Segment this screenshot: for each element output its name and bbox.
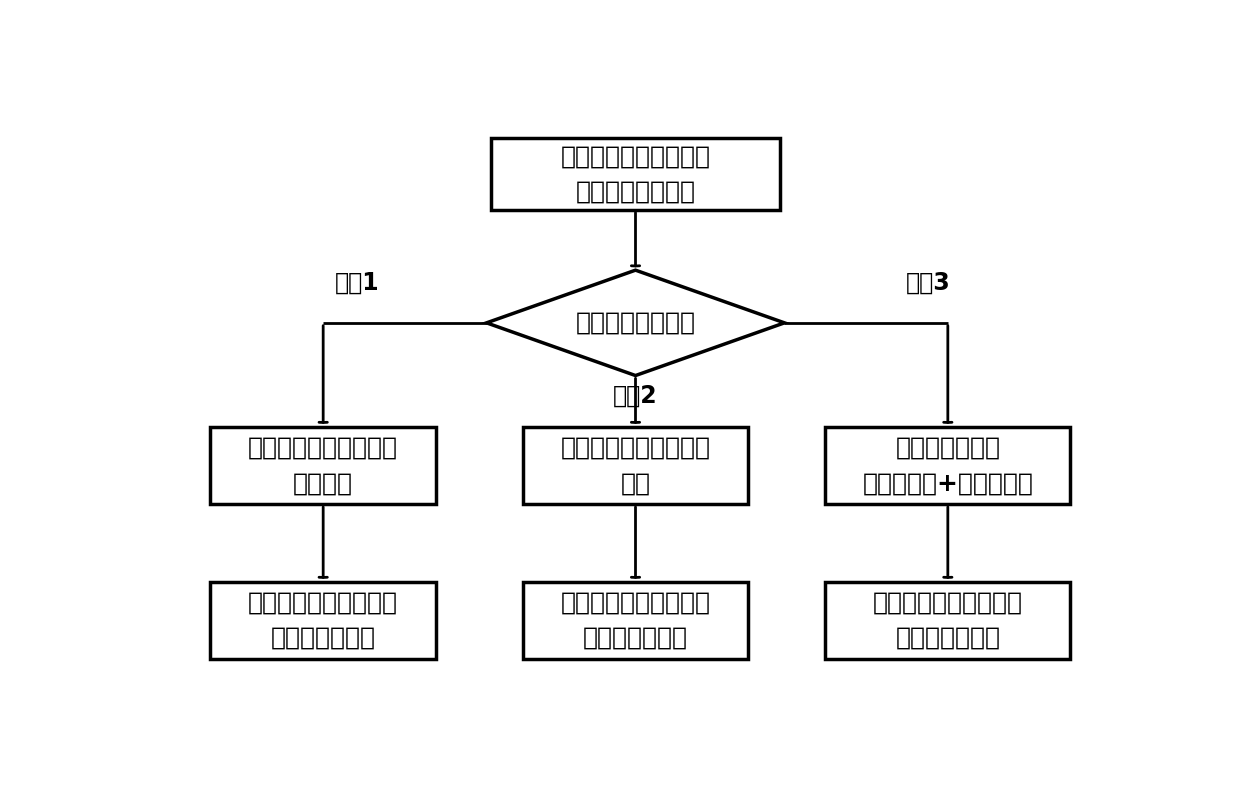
Text: 判断系统工作模式: 判断系统工作模式 xyxy=(575,311,696,335)
Text: 启动第三种模式
即喷淋模式+压缩机模式: 启动第三种模式 即喷淋模式+压缩机模式 xyxy=(862,436,1033,495)
Bar xyxy=(826,582,1070,659)
Bar xyxy=(522,582,749,659)
Text: 获取室外干湿球温度，
计算系统启动温度: 获取室外干湿球温度， 计算系统启动温度 xyxy=(560,144,711,204)
Text: 模式1: 模式1 xyxy=(335,270,379,295)
Text: 变频水泵按照干球温度
与设定值差调频: 变频水泵按照干球温度 与设定值差调频 xyxy=(560,591,711,650)
Bar xyxy=(826,427,1070,504)
Text: 模式3: 模式3 xyxy=(906,270,951,295)
Text: 室外风机按照干球温度
与设定值差调速: 室外风机按照干球温度 与设定值差调速 xyxy=(248,591,398,650)
Bar xyxy=(211,427,436,504)
Bar xyxy=(211,582,436,659)
Polygon shape xyxy=(486,270,785,375)
Text: 启动第二种模式即喷淋
模式: 启动第二种模式即喷淋 模式 xyxy=(560,436,711,495)
Text: 变频压机按照干球温度
与设定值差调频: 变频压机按照干球温度 与设定值差调频 xyxy=(873,591,1023,650)
Text: 启动第一种模式即室外
风机模式: 启动第一种模式即室外 风机模式 xyxy=(248,436,398,495)
Text: 模式2: 模式2 xyxy=(614,383,657,407)
Bar xyxy=(491,138,780,210)
Bar xyxy=(522,427,749,504)
